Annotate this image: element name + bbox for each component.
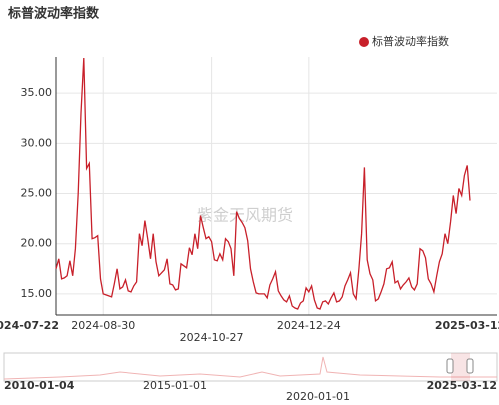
y-tick-label: 20.00 bbox=[21, 237, 53, 250]
x-tick-label: 2024-07-22 bbox=[0, 319, 59, 332]
datazoom-label: 2010-01-04 bbox=[4, 379, 75, 392]
x-tick-label: 2025-03-12 bbox=[435, 319, 499, 332]
x-tick-label: 2024-10-27 bbox=[180, 331, 244, 344]
y-tick-label: 35.00 bbox=[21, 86, 53, 99]
x-tick-label: 2024-08-30 bbox=[71, 319, 135, 332]
line-series bbox=[55, 57, 471, 310]
legend-marker bbox=[359, 37, 369, 47]
y-tick-label: 25.00 bbox=[21, 187, 53, 200]
datazoom-handle[interactable] bbox=[466, 358, 474, 374]
datazoom-label: 2025-03-12 bbox=[427, 379, 497, 392]
y-tick-label: 15.00 bbox=[21, 287, 53, 300]
y-tick-label: 30.00 bbox=[21, 136, 53, 149]
datazoom-preview bbox=[3, 356, 497, 380]
datazoom-handle[interactable] bbox=[446, 358, 454, 374]
chart-title: 标普波动率指数 bbox=[7, 6, 100, 22]
x-tick-label: 2024-12-24 bbox=[277, 319, 341, 332]
legend-label: 标普波动率指数 bbox=[372, 34, 449, 48]
watermark: 紫金天风期货 bbox=[197, 206, 293, 225]
datazoom-window[interactable] bbox=[451, 353, 470, 381]
datazoom-label: 2015-01-01 bbox=[143, 379, 207, 392]
datazoom-frame[interactable] bbox=[3, 352, 498, 382]
datazoom-label: 2020-01-01 bbox=[286, 390, 350, 403]
